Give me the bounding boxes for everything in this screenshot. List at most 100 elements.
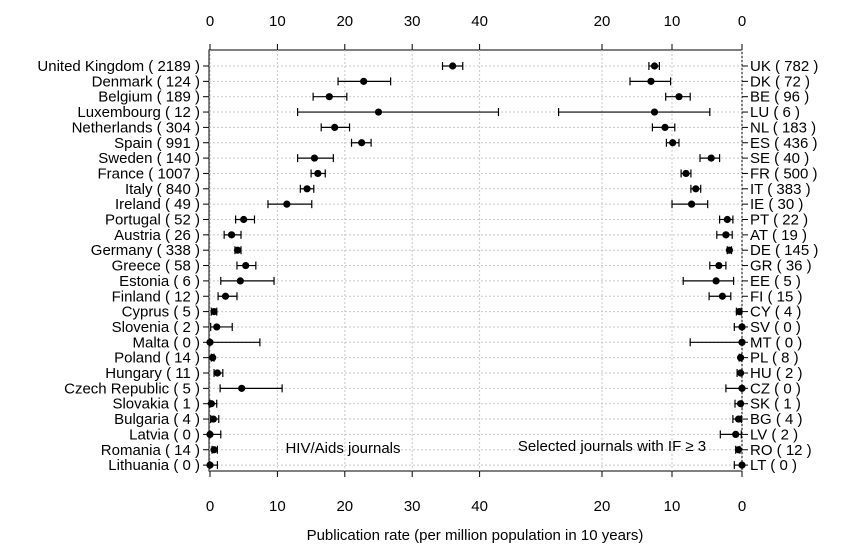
left-point <box>227 231 236 239</box>
left-country-label: Spain ( 991 ) <box>114 135 200 152</box>
right-point <box>650 108 659 116</box>
right-country-label: NL ( 183 ) <box>750 119 816 136</box>
axes: 0 0 10 10 20 20 30 30 40 40 20 20 10 10 0 0 <box>203 13 748 515</box>
left-country-label: Belgium ( 189 ) <box>98 89 200 106</box>
right-country-label: EE ( 5 ) <box>750 273 801 290</box>
right-point <box>647 77 655 85</box>
left-point <box>283 200 291 208</box>
left-point <box>213 369 222 377</box>
left-country-label: Cyprus ( 5 ) <box>122 304 200 321</box>
plot-frame <box>208 49 743 472</box>
left-panel-annotation: HIV/Aids journals <box>285 440 400 457</box>
data-marks <box>206 62 746 470</box>
bottom-tick-label-right-10: 10 <box>664 498 681 515</box>
right-point <box>738 461 746 469</box>
top-tick-label-left-30: 30 <box>404 13 421 30</box>
left-country-label: France ( 1007 ) <box>97 165 200 182</box>
left-point <box>206 430 214 438</box>
right-country-label: DK ( 72 ) <box>750 73 810 90</box>
left-point <box>331 123 339 131</box>
left-country-label: Luxembourg ( 12 ) <box>77 104 200 121</box>
right-country-label: BG ( 4 ) <box>750 411 803 428</box>
right-country-label: HU ( 2 ) <box>750 365 803 382</box>
left-country-label: Bulgaria ( 4 ) <box>114 411 200 428</box>
left-point <box>209 354 217 362</box>
left-point <box>207 400 215 408</box>
left-point <box>234 246 242 254</box>
left-country-label: Romania ( 14 ) <box>101 442 200 459</box>
top-tick-label-right-0: 0 <box>738 13 746 30</box>
right-point <box>737 400 745 408</box>
left-country-label: Germany ( 338 ) <box>91 242 200 259</box>
right-point <box>737 369 745 377</box>
bottom-tick-label-left-0: 0 <box>206 498 214 515</box>
left-country-label: Ireland ( 49 ) <box>115 196 200 213</box>
right-point <box>715 261 723 270</box>
right-point <box>707 154 715 162</box>
right-country-label: FI ( 15 ) <box>750 288 803 305</box>
grid-lines <box>209 50 743 471</box>
bottom-tick-label-left-20: 20 <box>336 498 353 515</box>
left-country-label: Hungary ( 11 ) <box>105 365 200 382</box>
right-country-label: PL ( 8 ) <box>750 350 799 367</box>
right-country-label: GR ( 36 ) <box>750 258 812 275</box>
left-point <box>360 77 368 85</box>
bottom-tick-label-left-40: 40 <box>471 498 488 515</box>
right-point <box>738 323 746 331</box>
left-country-label: Poland ( 14 ) <box>114 350 200 367</box>
right-point <box>688 200 696 208</box>
right-point <box>712 277 720 285</box>
right-country-label: FR ( 500 ) <box>750 165 818 182</box>
left-point <box>303 185 311 193</box>
right-point <box>738 338 746 346</box>
left-country-label: Czech Republic ( 5 ) <box>64 380 200 397</box>
bottom-tick-label-right-20: 20 <box>594 498 611 515</box>
right-country-label: MT ( 0 ) <box>750 334 802 351</box>
right-country-label: BE ( 96 ) <box>750 89 809 106</box>
left-point <box>238 384 246 392</box>
left-country-label: Netherlands ( 304 ) <box>72 119 200 136</box>
right-point <box>722 231 730 239</box>
left-point <box>310 154 319 162</box>
right-point <box>737 354 745 362</box>
left-point <box>236 277 244 285</box>
top-tick-label-left-40: 40 <box>471 13 488 30</box>
left-country-label: Greece ( 58 ) <box>112 258 200 275</box>
left-country-label: Slovenia ( 2 ) <box>112 319 200 336</box>
right-point <box>725 246 734 254</box>
bottom-tick-label-right-0: 0 <box>738 498 746 515</box>
left-point <box>221 292 230 300</box>
right-point <box>669 139 677 147</box>
left-point <box>325 93 333 101</box>
right-country-label: CZ ( 0 ) <box>750 380 801 397</box>
right-country-label: LV ( 2 ) <box>750 426 798 443</box>
right-point <box>734 446 743 454</box>
right-country-label: DE ( 145 ) <box>750 242 818 259</box>
right-country-label: UK ( 782 ) <box>750 58 818 75</box>
left-country-label: Slovakia ( 1 ) <box>112 396 200 413</box>
right-point <box>675 93 683 101</box>
right-point <box>735 308 743 316</box>
right-panel-annotation: Selected journals with IF ≥ 3 <box>518 438 706 455</box>
left-country-label: Austria ( 26 ) <box>114 227 200 244</box>
right-point <box>650 62 659 70</box>
right-country-label: CY ( 4 ) <box>750 304 801 321</box>
right-point <box>692 185 700 193</box>
left-point <box>449 62 457 70</box>
left-country-label: Finland ( 12 ) <box>112 288 200 305</box>
right-country-label: SE ( 40 ) <box>750 150 809 167</box>
left-country-label: United Kingdom ( 2189 ) <box>37 58 200 75</box>
left-point <box>213 323 221 331</box>
top-tick-label-left-20: 20 <box>336 13 353 30</box>
right-point <box>732 430 740 438</box>
right-country-label: RO ( 12 ) <box>750 442 812 459</box>
right-country-label: IT ( 383 ) <box>750 181 811 198</box>
right-point <box>734 415 743 423</box>
left-country-label: Portugal ( 52 ) <box>105 212 200 229</box>
right-country-label: LU ( 6 ) <box>750 104 800 121</box>
top-tick-label-right-20: 20 <box>594 13 611 30</box>
left-point <box>210 446 218 454</box>
left-point <box>206 338 214 346</box>
left-country-label: Malta ( 0 ) <box>132 334 200 351</box>
